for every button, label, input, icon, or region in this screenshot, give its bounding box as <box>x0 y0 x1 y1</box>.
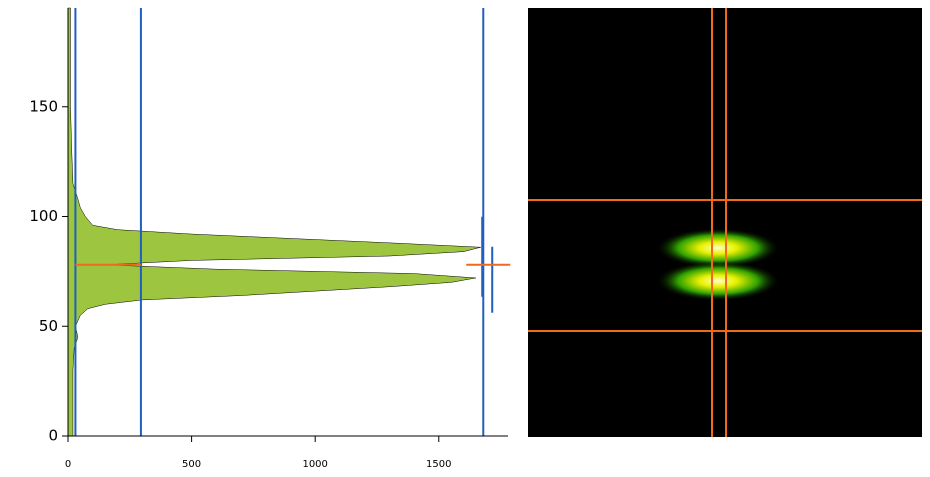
x-tick-label: 1000 <box>302 459 327 470</box>
x-tick-label: 500 <box>182 459 201 470</box>
beam-spot <box>656 261 780 301</box>
x-tick-label: 1500 <box>426 459 451 470</box>
image-panel <box>528 8 922 437</box>
beam-spot <box>656 228 780 268</box>
y-tick-label: 0 <box>48 427 58 445</box>
y-tick-label: 150 <box>29 97 58 115</box>
profile-area <box>67 7 481 437</box>
y-tick-label: 50 <box>39 317 58 335</box>
y-tick-label: 100 <box>29 207 58 225</box>
x-tick-label: 0 <box>65 459 71 470</box>
